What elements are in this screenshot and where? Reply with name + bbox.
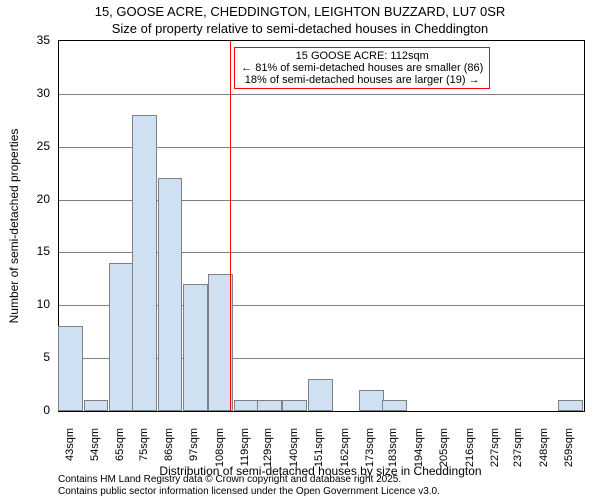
histogram-bar — [84, 400, 109, 411]
histogram-bar — [234, 400, 259, 411]
annotation-line: 15 GOOSE ACRE: 112sqm — [241, 50, 483, 62]
footer-line1: Contains HM Land Registry data © Crown c… — [58, 474, 401, 485]
histogram-bar — [382, 400, 407, 411]
histogram-bar — [282, 400, 307, 411]
gridline — [59, 94, 584, 95]
chart-title-line2: Size of property relative to semi-detach… — [0, 21, 600, 36]
histogram-bar — [257, 400, 282, 411]
y-axis-label: Number of semi-detached properties — [7, 41, 21, 411]
histogram-bar — [183, 284, 208, 411]
histogram-bar — [109, 263, 134, 411]
histogram-bar — [308, 379, 333, 411]
chart-title-line1: 15, GOOSE ACRE, CHEDDINGTON, LEIGHTON BU… — [0, 4, 600, 19]
histogram-bar — [558, 400, 583, 411]
annotation-line: 18% of semi-detached houses are larger (… — [241, 74, 483, 86]
histogram-bar — [158, 178, 183, 411]
footer-line2: Contains public sector information licen… — [58, 486, 440, 497]
plot-area: 15 GOOSE ACRE: 112sqm← 81% of semi-detac… — [58, 40, 585, 412]
histogram-bar — [132, 115, 157, 411]
property-size-chart: 15, GOOSE ACRE, CHEDDINGTON, LEIGHTON BU… — [0, 0, 600, 500]
annotation-box: 15 GOOSE ACRE: 112sqm← 81% of semi-detac… — [234, 47, 490, 89]
histogram-bar — [359, 390, 384, 411]
reference-line — [230, 41, 231, 411]
annotation-line: ← 81% of semi-detached houses are smalle… — [241, 62, 483, 74]
histogram-bar — [58, 326, 83, 411]
